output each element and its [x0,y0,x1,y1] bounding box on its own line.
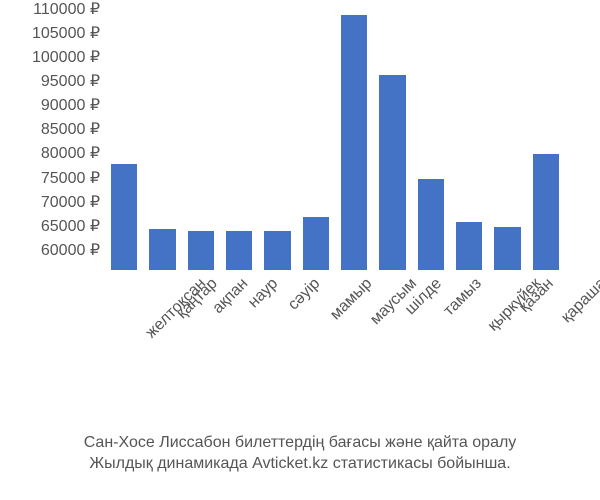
y-tick-label: 60000 ₽ [41,243,100,259]
bar [533,154,559,270]
x-tick-label: наур [245,275,282,312]
bar-chart: 60000 ₽ 65000 ₽ 70000 ₽ 75000 ₽ 80000 ₽ 85000… [0,10,600,410]
y-tick-label: 80000 ₽ [41,146,100,162]
x-tick-label: қараша [558,275,600,327]
x-tick-label: сәуір [284,275,323,314]
bar [188,231,214,270]
y-tick-label: 90000 ₽ [41,98,100,114]
bar [494,227,520,270]
bar [264,231,290,270]
bar [303,217,329,270]
y-tick-label: 95000 ₽ [41,74,100,90]
x-tick-label: тамыз [440,275,485,320]
bar [456,222,482,270]
bar [111,164,137,270]
y-tick-label: 110000 ₽ [33,2,100,18]
bar [226,231,252,270]
bar [379,75,405,270]
y-axis: 60000 ₽ 65000 ₽ 70000 ₽ 75000 ₽ 80000 ₽ 85000… [0,10,105,270]
chart-caption: Сан-Хосе Лиссабон билеттердің бағасы жән… [0,432,600,475]
y-tick-label: 100000 ₽ [32,50,100,66]
bar [341,15,367,270]
y-tick-label: 70000 ₽ [41,195,100,211]
x-axis: желтоқсанқаңтарақпаннаурсәуірмамырмаусым… [105,275,565,415]
caption-line-2: Жылдық динамикада Avticket.kz статистика… [0,453,600,475]
caption-line-1: Сан-Хосе Лиссабон билеттердің бағасы жән… [0,432,600,454]
y-tick-label: 65000 ₽ [41,219,100,235]
bar [418,179,444,270]
y-tick-label: 75000 ₽ [41,171,100,187]
y-tick-label: 85000 ₽ [41,122,100,138]
bar [149,229,175,270]
plot-area [105,10,565,270]
y-tick-label: 105000 ₽ [32,26,100,42]
